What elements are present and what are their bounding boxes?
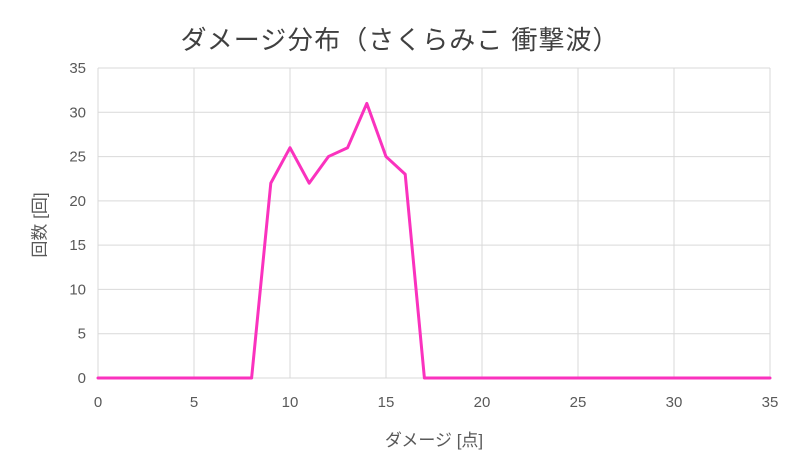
data-series-line [96,101,772,380]
x-tick-label: 0 [94,394,102,411]
y-tick-label: 35 [69,60,86,77]
y-tick-label: 25 [69,149,86,166]
y-tick-label: 15 [69,237,86,254]
x-tick-label: 25 [570,394,587,411]
x-tick-label: 20 [474,394,491,411]
y-tick-label: 20 [69,193,86,210]
y-tick-label: 5 [78,326,86,343]
x-tick-label: 30 [666,394,683,411]
y-tick-label: 0 [78,370,86,387]
y-tick-label: 30 [69,104,86,121]
x-tick-label: 15 [378,394,395,411]
x-tick-label: 10 [282,394,299,411]
y-tick-label: 10 [69,281,86,298]
x-axis-title: ダメージ [点] [384,431,484,450]
chart-title: ダメージ分布（さくらみこ 衝撃波） [180,25,620,55]
x-tick-label: 35 [762,394,779,411]
x-tick-label: 5 [190,394,198,411]
